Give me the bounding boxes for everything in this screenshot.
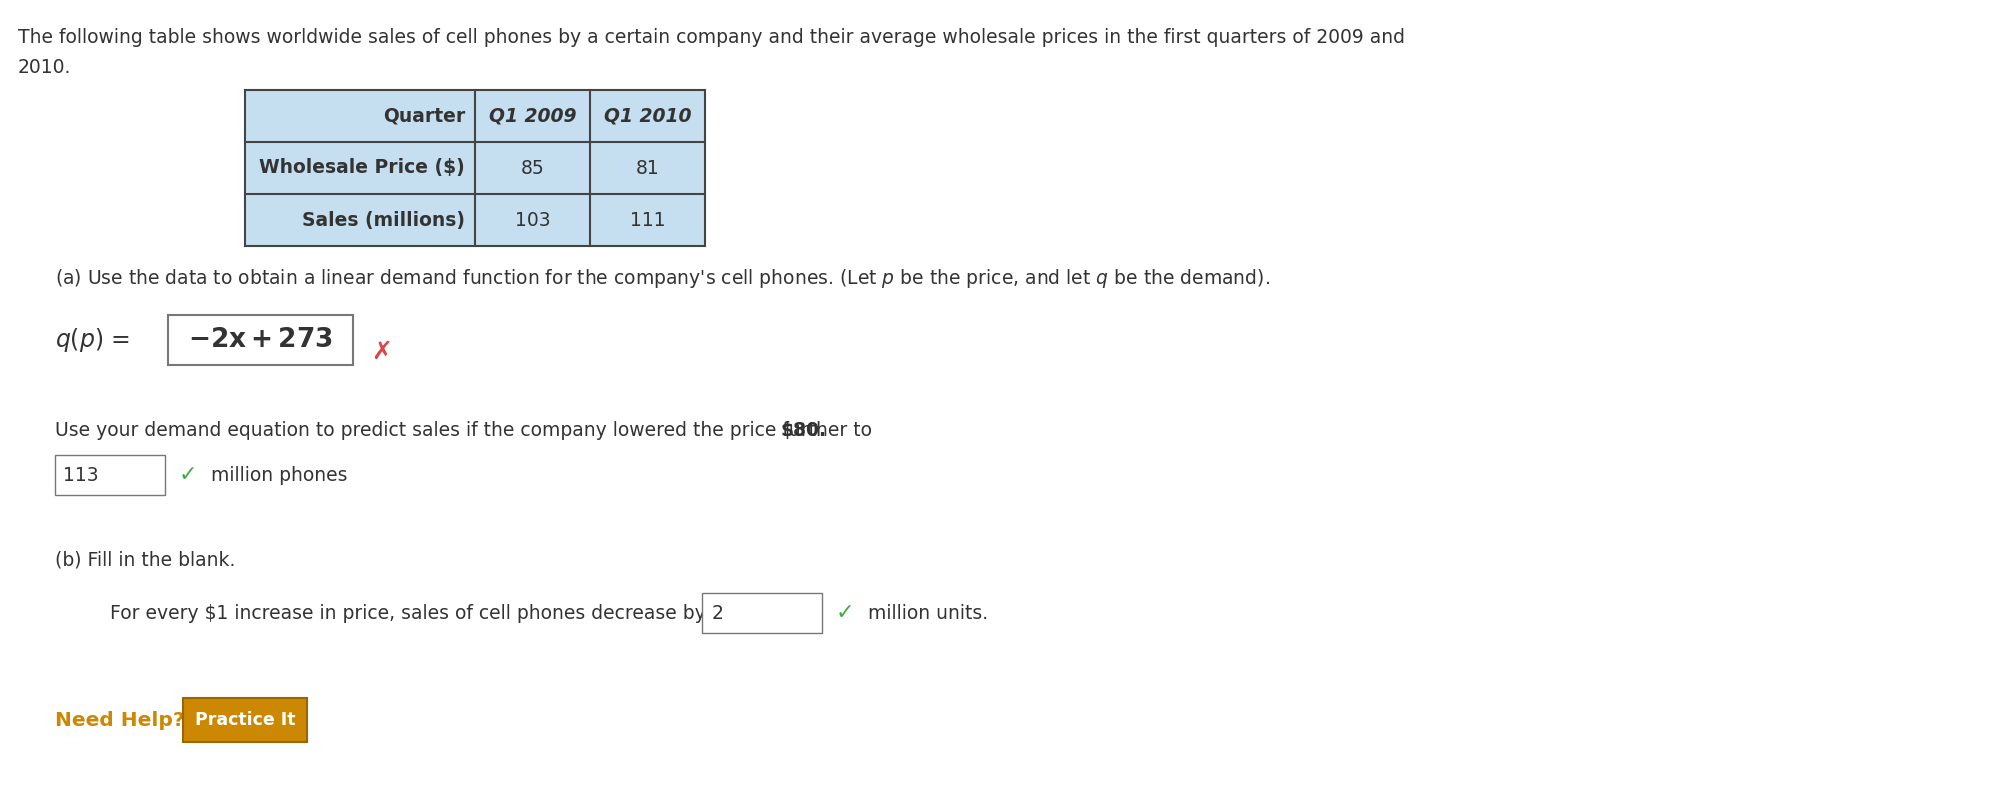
Text: Sales (millions): Sales (millions) — [301, 210, 466, 229]
Text: 81: 81 — [636, 159, 658, 177]
Text: (a) Use the data to obtain a linear demand function for the company's cell phone: (a) Use the data to obtain a linear dema… — [54, 266, 1268, 290]
Text: 85: 85 — [520, 159, 544, 177]
Text: Need Help?: Need Help? — [54, 711, 185, 729]
FancyBboxPatch shape — [183, 698, 307, 742]
Text: (b) Fill in the blank.: (b) Fill in the blank. — [54, 551, 235, 569]
Text: Use your demand equation to predict sales if the company lowered the price furth: Use your demand equation to predict sale… — [54, 420, 883, 440]
Text: 2010.: 2010. — [18, 58, 72, 77]
Text: million units.: million units. — [867, 604, 987, 622]
Text: 103: 103 — [514, 210, 550, 229]
Text: The following table shows worldwide sales of cell phones by a certain company an: The following table shows worldwide sale… — [18, 28, 1405, 47]
Text: Quarter: Quarter — [383, 106, 466, 126]
Text: Practice It: Practice It — [195, 711, 295, 729]
Text: 2: 2 — [712, 604, 723, 622]
Text: $80.: $80. — [781, 420, 827, 440]
Text: $q(p)$ =: $q(p)$ = — [54, 326, 130, 354]
Text: Wholesale Price ($): Wholesale Price ($) — [259, 159, 466, 177]
Text: For every $1 increase in price, sales of cell phones decrease by: For every $1 increase in price, sales of… — [110, 604, 704, 622]
Bar — [54, 455, 165, 495]
Text: 111: 111 — [630, 210, 664, 229]
Bar — [245, 194, 704, 246]
Bar — [702, 593, 821, 633]
Text: million phones: million phones — [211, 465, 347, 485]
Text: ✓: ✓ — [835, 603, 855, 623]
Text: Q1 2009: Q1 2009 — [488, 106, 576, 126]
Text: ✓: ✓ — [179, 465, 197, 485]
Text: $\mathbf{-2x + 273}$: $\mathbf{-2x + 273}$ — [189, 327, 333, 353]
Text: ✗: ✗ — [371, 340, 391, 364]
Bar — [169, 315, 353, 365]
Bar — [245, 142, 704, 194]
Text: Q1 2010: Q1 2010 — [604, 106, 690, 126]
Bar — [245, 90, 704, 142]
Text: 113: 113 — [62, 465, 98, 485]
